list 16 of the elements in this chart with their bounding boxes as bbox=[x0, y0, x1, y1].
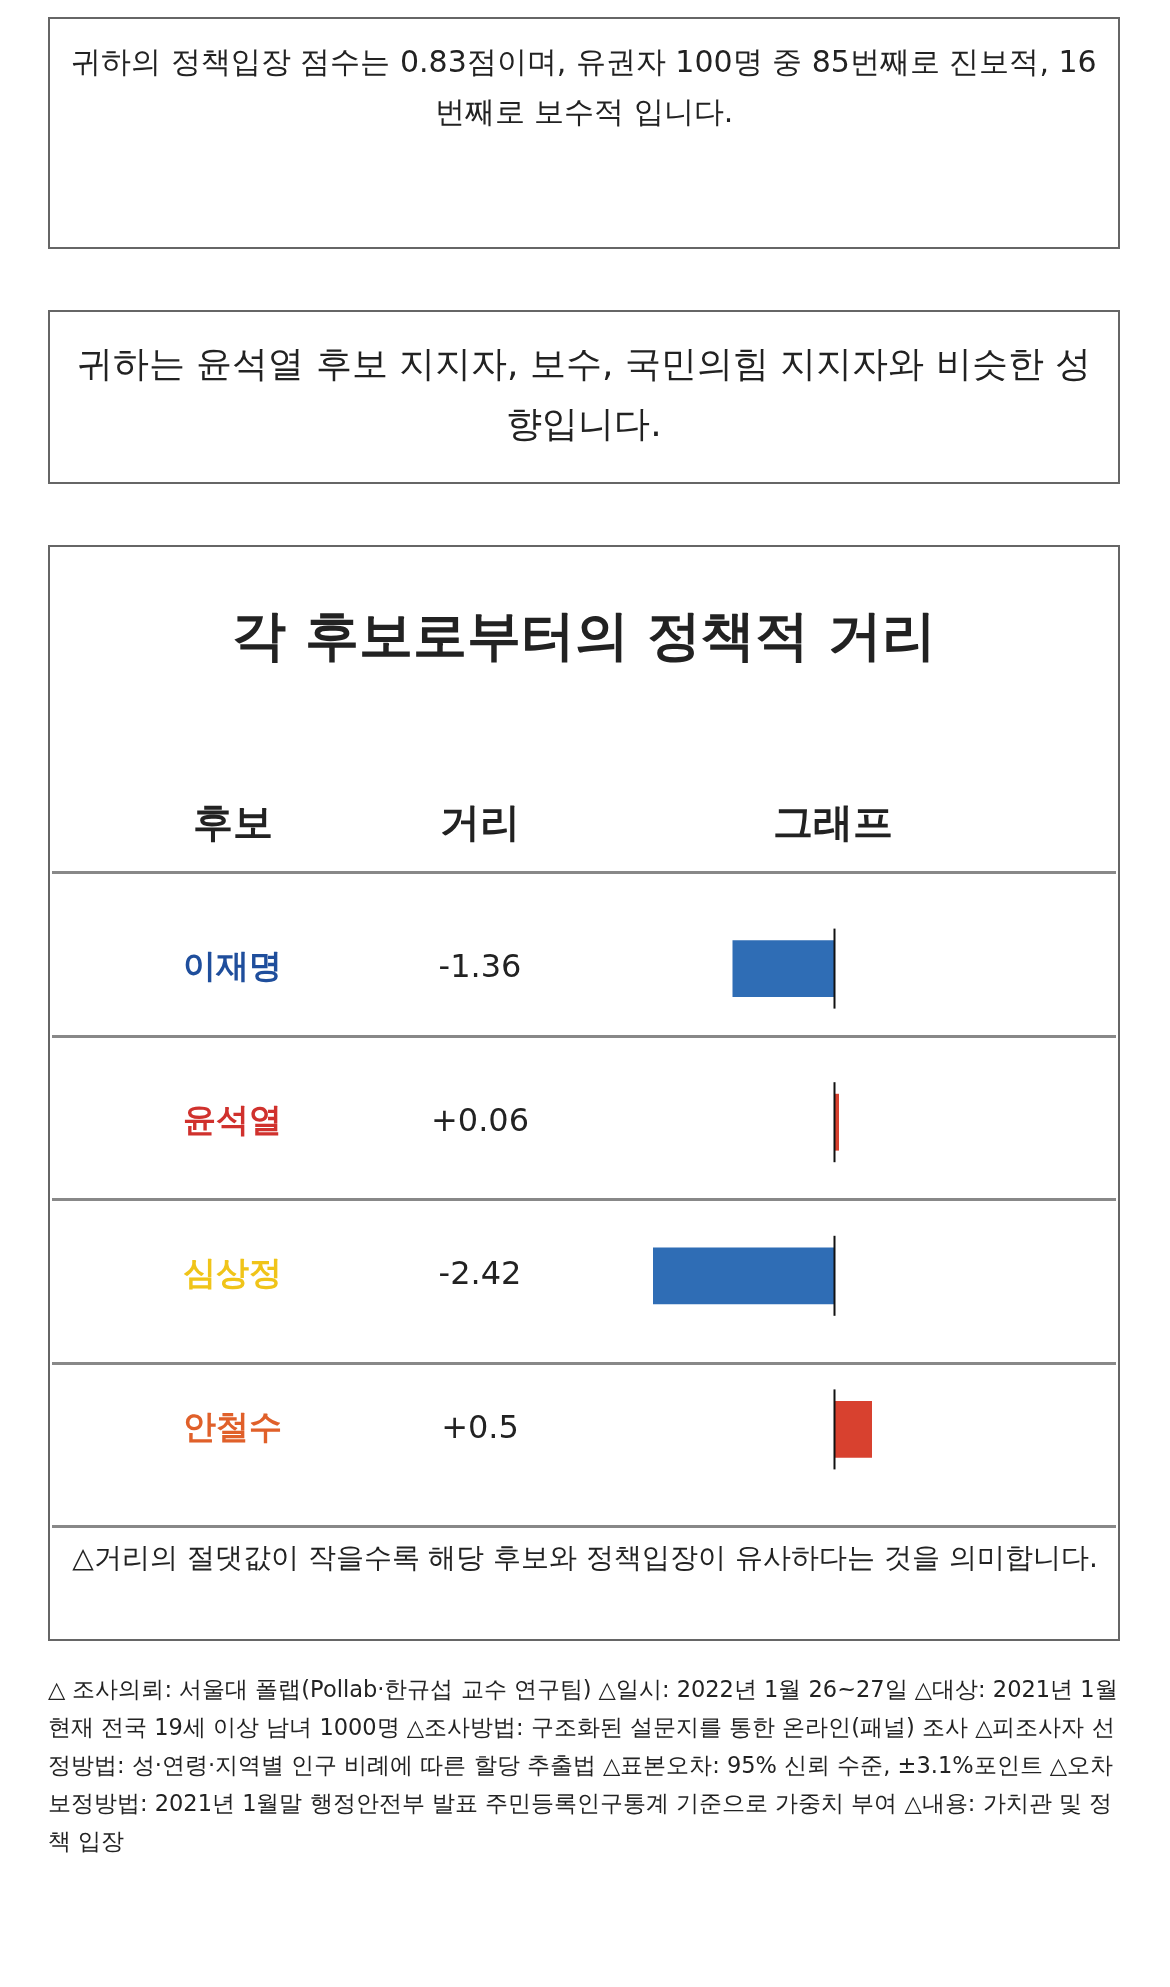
y-tick-label: 안철수 bbox=[183, 1406, 282, 1446]
data-label: +0.5 bbox=[441, 1407, 519, 1446]
text: 후보 bbox=[193, 798, 273, 847]
text: 그래프 bbox=[773, 798, 893, 847]
text: 거리 bbox=[440, 798, 520, 847]
y-tick-label: 윤석열 bbox=[183, 1099, 282, 1139]
y-tick-label: 이재명 bbox=[183, 946, 282, 986]
data-label: +0.06 bbox=[430, 1100, 530, 1139]
text: 귀하의 정책입장 점수는 0.83점이며, 유권자 100명 중 85번째로 진보적, 16번째로 보수적 입니다. bbox=[48, 17, 1120, 249]
text: △거리의 절댓값이 작을수록 해당 후보와 정책입장이 유사하다는 것을 의미합니다. bbox=[71, 1540, 1099, 1576]
text: 귀하는 윤석열 후보 지지자, 보수, 국민의힘 지지자와 비슷한 성향입니다. bbox=[48, 310, 1120, 484]
data-label: -1.36 bbox=[438, 946, 522, 985]
y-tick-label: 심상정 bbox=[183, 1253, 282, 1293]
text: △ 조사의뢰: 서울대 폴랩(Pollab·한규섭 교수 연구팀) △일시: 2022년 1월 26~27일 △대상: 2021년 1월 현재 전국 19세 이상 남녀 1000명 △조사방법: 구조화된 설문지를 통한 온라인(패널) 조사 △피조사자 선정방법: 성·연령·지역별 인구 비례에 따른 할당 추출법 △표본오차: 95% 신뢰 수준, ±3.1%포인트 △오차 보정방법: 2021년 1월말 행정안전부 발표 주민등록인구통계 기준으로 가중치 부여 △내용: 가치관 및 정책 입장 bbox=[48, 1675, 1119, 1856]
data-label: -2.42 bbox=[438, 1254, 522, 1293]
chart-title: 각 후보로부터의 정책적 거리 bbox=[230, 603, 938, 669]
